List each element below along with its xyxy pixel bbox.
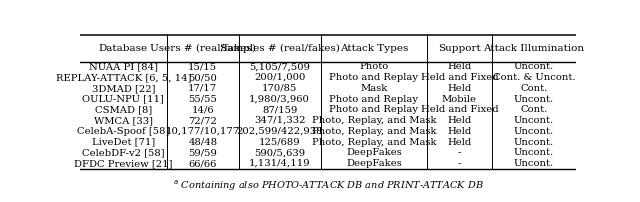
Text: 15/15: 15/15 <box>188 62 218 72</box>
Text: Photo, Replay, and Mask: Photo, Replay, and Mask <box>312 116 436 125</box>
Text: Held: Held <box>447 138 472 147</box>
Text: CSMAD [8]: CSMAD [8] <box>95 105 152 114</box>
Text: 50/50: 50/50 <box>188 73 217 82</box>
Text: Cont. & Uncont.: Cont. & Uncont. <box>493 73 575 82</box>
Text: LiveDet [71]: LiveDet [71] <box>92 138 155 147</box>
Text: $^{a}$ Containing also PHOTO-ATTACK DB and PRINT-ATTACK DB: $^{a}$ Containing also PHOTO-ATTACK DB a… <box>173 178 483 193</box>
Text: CelebDF-v2 [58]: CelebDF-v2 [58] <box>82 148 164 157</box>
Text: 1,131/4,119: 1,131/4,119 <box>249 159 310 168</box>
Text: Uncont.: Uncont. <box>514 138 554 147</box>
Text: Uncont.: Uncont. <box>514 62 554 72</box>
Text: 170/85: 170/85 <box>262 84 298 93</box>
Text: 59/59: 59/59 <box>188 148 217 157</box>
Text: Photo, Replay, and Mask: Photo, Replay, and Mask <box>312 138 436 147</box>
Text: Users # (real/fakes): Users # (real/fakes) <box>150 44 256 53</box>
Text: 200/1,000: 200/1,000 <box>254 73 305 82</box>
Text: Support: Support <box>438 44 481 53</box>
Text: 202,599/422,938: 202,599/422,938 <box>236 127 323 136</box>
Text: Uncont.: Uncont. <box>514 148 554 157</box>
Text: Uncont.: Uncont. <box>514 127 554 136</box>
Text: DeepFakes: DeepFakes <box>346 159 402 168</box>
Text: NUAA PI [84]: NUAA PI [84] <box>89 62 158 72</box>
Text: Photo, Replay, and Mask: Photo, Replay, and Mask <box>312 127 436 136</box>
Text: Database: Database <box>99 44 148 53</box>
Text: 10,177/10,177: 10,177/10,177 <box>166 127 240 136</box>
Text: DeepFakes: DeepFakes <box>346 148 402 157</box>
Text: Held: Held <box>447 127 472 136</box>
Text: Mobile: Mobile <box>442 95 477 104</box>
Text: 66/66: 66/66 <box>189 159 217 168</box>
Text: Photo and Replay: Photo and Replay <box>330 105 419 114</box>
Text: Held: Held <box>447 62 472 72</box>
Text: Uncont.: Uncont. <box>514 116 554 125</box>
Text: 72/72: 72/72 <box>188 116 217 125</box>
Text: Held and Fixed: Held and Fixed <box>420 105 499 114</box>
Text: Held: Held <box>447 116 472 125</box>
Text: WMCA [33]: WMCA [33] <box>94 116 153 125</box>
Text: DFDC Preview [21]: DFDC Preview [21] <box>74 159 173 168</box>
Text: -: - <box>458 148 461 157</box>
Text: 48/48: 48/48 <box>188 138 218 147</box>
Text: 87/159: 87/159 <box>262 105 298 114</box>
Text: Photo and Replay: Photo and Replay <box>330 95 419 104</box>
Text: 55/55: 55/55 <box>188 95 217 104</box>
Text: CelebA-Spoof [58]: CelebA-Spoof [58] <box>77 127 170 136</box>
Text: -: - <box>458 159 461 168</box>
Text: Attack Illumination: Attack Illumination <box>483 44 584 53</box>
Text: 14/6: 14/6 <box>191 105 214 114</box>
Text: 347/1,332: 347/1,332 <box>254 116 305 125</box>
Text: 5,105/7,509: 5,105/7,509 <box>249 62 310 72</box>
Text: Held and Fixed: Held and Fixed <box>420 73 499 82</box>
Text: Mask: Mask <box>360 84 387 93</box>
Text: 125/689: 125/689 <box>259 138 300 147</box>
Text: OULU-NPU [11]: OULU-NPU [11] <box>83 95 164 104</box>
Text: Uncont.: Uncont. <box>514 95 554 104</box>
Text: REPLAY-ATTACK [6, 5, 14]: REPLAY-ATTACK [6, 5, 14] <box>56 73 191 82</box>
Text: Photo and Replay: Photo and Replay <box>330 73 419 82</box>
Text: Cont.: Cont. <box>520 84 547 93</box>
Text: Held: Held <box>447 84 472 93</box>
Text: 1,980/3,960: 1,980/3,960 <box>249 95 310 104</box>
Text: Samples # (real/fakes): Samples # (real/fakes) <box>220 44 340 53</box>
Text: Attack Types: Attack Types <box>340 44 408 53</box>
Text: 17/17: 17/17 <box>188 84 218 93</box>
Text: 3DMAD [22]: 3DMAD [22] <box>92 84 155 93</box>
Text: Uncont.: Uncont. <box>514 159 554 168</box>
Text: Photo: Photo <box>359 62 388 72</box>
Text: 590/5,639: 590/5,639 <box>254 148 305 157</box>
Text: Cont.: Cont. <box>520 105 547 114</box>
